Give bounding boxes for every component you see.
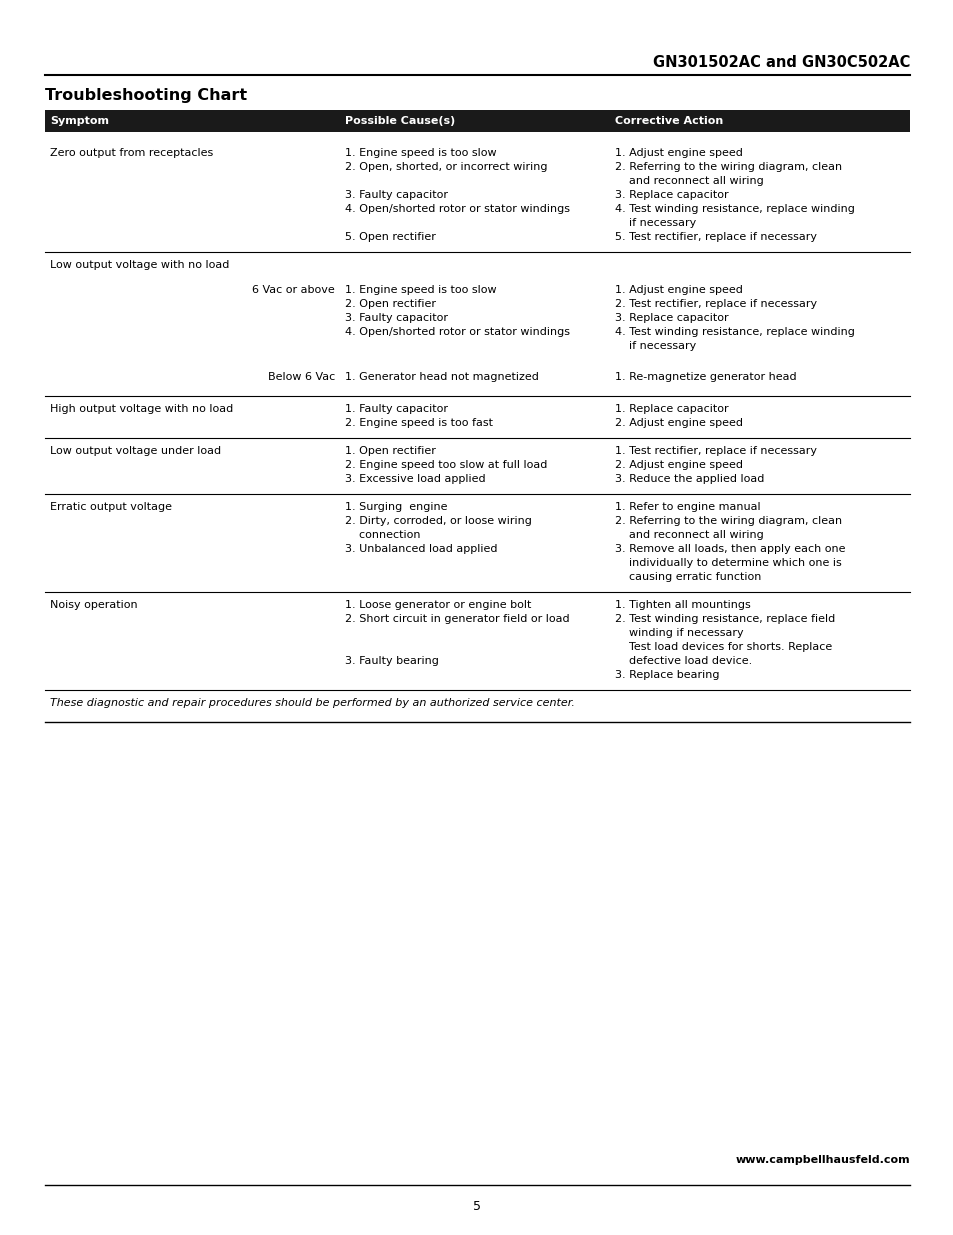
Text: 1. Engine speed is too slow: 1. Engine speed is too slow <box>345 285 497 295</box>
Text: These diagnostic and repair procedures should be performed by an authorized serv: These diagnostic and repair procedures s… <box>50 698 575 708</box>
Text: 4. Open/shorted rotor or stator windings: 4. Open/shorted rotor or stator windings <box>345 327 569 337</box>
Text: 4. Open/shorted rotor or stator windings: 4. Open/shorted rotor or stator windings <box>345 204 569 214</box>
Text: Test load devices for shorts. Replace: Test load devices for shorts. Replace <box>615 642 831 652</box>
Text: 3. Excessive load applied: 3. Excessive load applied <box>345 474 485 484</box>
Text: 1. Adjust engine speed: 1. Adjust engine speed <box>615 148 742 158</box>
Text: individually to determine which one is: individually to determine which one is <box>615 558 841 568</box>
Text: 6 Vac or above: 6 Vac or above <box>252 285 335 295</box>
Text: 5. Test rectifier, replace if necessary: 5. Test rectifier, replace if necessary <box>615 232 816 242</box>
Text: if necessary: if necessary <box>615 341 696 351</box>
Text: 2. Short circuit in generator field or load: 2. Short circuit in generator field or l… <box>345 614 569 624</box>
Text: 3. Faulty capacitor: 3. Faulty capacitor <box>345 190 448 200</box>
Text: www.campbellhausfeld.com: www.campbellhausfeld.com <box>735 1155 909 1165</box>
Text: 1. Refer to engine manual: 1. Refer to engine manual <box>615 501 760 513</box>
Text: connection: connection <box>345 530 420 540</box>
Text: Zero output from receptacles: Zero output from receptacles <box>50 148 213 158</box>
Text: High output voltage with no load: High output voltage with no load <box>50 404 233 414</box>
Text: 3. Reduce the applied load: 3. Reduce the applied load <box>615 474 763 484</box>
Text: Low output voltage with no load: Low output voltage with no load <box>50 261 229 270</box>
Text: causing erratic function: causing erratic function <box>615 572 760 582</box>
Text: 2. Dirty, corroded, or loose wiring: 2. Dirty, corroded, or loose wiring <box>345 516 532 526</box>
Text: 4. Test winding resistance, replace winding: 4. Test winding resistance, replace wind… <box>615 204 854 214</box>
Text: 3. Replace capacitor: 3. Replace capacitor <box>615 190 728 200</box>
Text: 1. Generator head not magnetized: 1. Generator head not magnetized <box>345 372 538 382</box>
Text: 3. Faulty bearing: 3. Faulty bearing <box>345 656 438 666</box>
Text: 1. Test rectifier, replace if necessary: 1. Test rectifier, replace if necessary <box>615 446 816 456</box>
Text: 1. Loose generator or engine bolt: 1. Loose generator or engine bolt <box>345 600 531 610</box>
Text: 3. Replace capacitor: 3. Replace capacitor <box>615 314 728 324</box>
Text: 2. Adjust engine speed: 2. Adjust engine speed <box>615 459 742 471</box>
Text: 1. Re-magnetize generator head: 1. Re-magnetize generator head <box>615 372 796 382</box>
Text: Possible Cause(s): Possible Cause(s) <box>345 116 455 126</box>
Text: 5: 5 <box>473 1200 480 1213</box>
Text: and reconnect all wiring: and reconnect all wiring <box>615 177 763 186</box>
Text: Low output voltage under load: Low output voltage under load <box>50 446 221 456</box>
Text: 2. Open rectifier: 2. Open rectifier <box>345 299 436 309</box>
Text: 2. Engine speed is too fast: 2. Engine speed is too fast <box>345 417 493 429</box>
Text: 2. Test rectifier, replace if necessary: 2. Test rectifier, replace if necessary <box>615 299 817 309</box>
Text: Below 6 Vac: Below 6 Vac <box>268 372 335 382</box>
Text: 2. Adjust engine speed: 2. Adjust engine speed <box>615 417 742 429</box>
Text: 1. Tighten all mountings: 1. Tighten all mountings <box>615 600 750 610</box>
Text: 3. Replace bearing: 3. Replace bearing <box>615 671 719 680</box>
Text: 2. Open, shorted, or incorrect wiring: 2. Open, shorted, or incorrect wiring <box>345 162 547 172</box>
Text: Corrective Action: Corrective Action <box>615 116 722 126</box>
Text: Troubleshooting Chart: Troubleshooting Chart <box>45 88 247 103</box>
Text: and reconnect all wiring: and reconnect all wiring <box>615 530 763 540</box>
Text: if necessary: if necessary <box>615 219 696 228</box>
Text: 1. Adjust engine speed: 1. Adjust engine speed <box>615 285 742 295</box>
Text: winding if necessary: winding if necessary <box>615 629 742 638</box>
Text: 2. Referring to the wiring diagram, clean: 2. Referring to the wiring diagram, clea… <box>615 516 841 526</box>
Text: 2. Engine speed too slow at full load: 2. Engine speed too slow at full load <box>345 459 547 471</box>
Text: 1. Surging  engine: 1. Surging engine <box>345 501 447 513</box>
Text: 5. Open rectifier: 5. Open rectifier <box>345 232 436 242</box>
Text: GN301502AC and GN30C502AC: GN301502AC and GN30C502AC <box>652 56 909 70</box>
Text: 3. Faulty capacitor: 3. Faulty capacitor <box>345 314 448 324</box>
Text: defective load device.: defective load device. <box>615 656 752 666</box>
Text: 3. Unbalanced load applied: 3. Unbalanced load applied <box>345 543 497 555</box>
Text: 1. Replace capacitor: 1. Replace capacitor <box>615 404 728 414</box>
Text: 2. Referring to the wiring diagram, clean: 2. Referring to the wiring diagram, clea… <box>615 162 841 172</box>
Text: 3. Remove all loads, then apply each one: 3. Remove all loads, then apply each one <box>615 543 844 555</box>
Text: Noisy operation: Noisy operation <box>50 600 137 610</box>
Text: 1. Faulty capacitor: 1. Faulty capacitor <box>345 404 448 414</box>
Text: 1. Engine speed is too slow: 1. Engine speed is too slow <box>345 148 497 158</box>
Text: 2. Test winding resistance, replace field: 2. Test winding resistance, replace fiel… <box>615 614 835 624</box>
Text: Erratic output voltage: Erratic output voltage <box>50 501 172 513</box>
Text: 1. Open rectifier: 1. Open rectifier <box>345 446 436 456</box>
Text: Symptom: Symptom <box>50 116 109 126</box>
Text: 4. Test winding resistance, replace winding: 4. Test winding resistance, replace wind… <box>615 327 854 337</box>
Bar <box>45 110 909 132</box>
